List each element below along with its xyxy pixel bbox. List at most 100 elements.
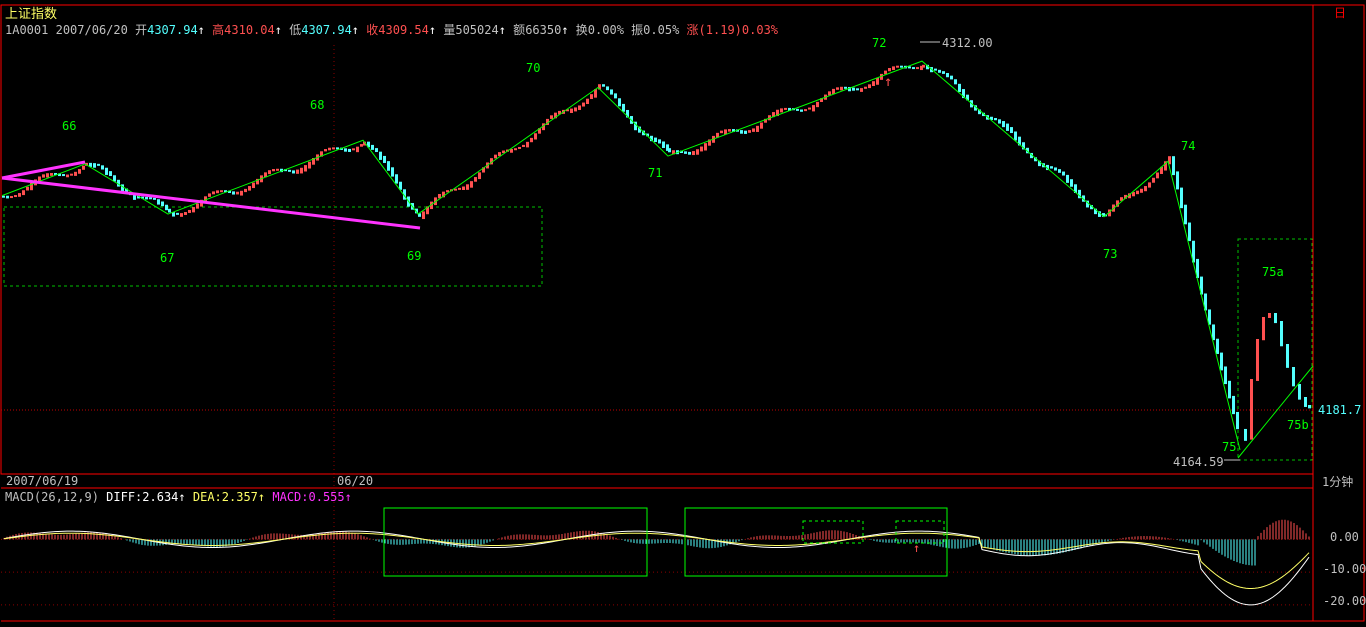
candle [1108, 209, 1111, 217]
index-name: 上证指数 [5, 7, 58, 22]
candle [668, 148, 671, 153]
diff-label: DIFF: [106, 490, 143, 504]
candle [622, 103, 625, 112]
candle [284, 169, 287, 172]
candle [324, 149, 327, 152]
candle [518, 146, 521, 149]
candle [696, 149, 699, 155]
wave-75a-box [1237, 238, 1313, 461]
candle [426, 206, 429, 215]
wave-label-71: 71 [648, 166, 662, 180]
macd-value: 0.555 [308, 490, 345, 504]
buy-arrow-icon: ↑ [884, 74, 892, 90]
macd-dea-line [3, 532, 1310, 589]
candle [700, 146, 703, 152]
candle [800, 109, 803, 112]
period-label[interactable]: 1分钟 [1322, 474, 1353, 489]
candle [1038, 160, 1041, 167]
candle [1216, 338, 1219, 354]
candle [371, 144, 374, 150]
candle [784, 107, 787, 110]
candle [1058, 169, 1061, 173]
candle [876, 77, 879, 85]
candle [1172, 156, 1175, 176]
candle [692, 151, 695, 156]
candle [1030, 152, 1033, 159]
candle [46, 173, 49, 178]
wave-label-73: 73 [1103, 247, 1117, 261]
candle [66, 174, 69, 178]
candle [922, 64, 925, 68]
candle [165, 204, 168, 211]
candle [232, 191, 235, 195]
candle [168, 208, 171, 213]
wave-label-75: 75 [1222, 440, 1236, 454]
candle [574, 107, 577, 112]
candle [498, 152, 501, 157]
candle [442, 191, 445, 198]
candle [808, 107, 811, 110]
macd-box-2 [684, 507, 948, 577]
candle [856, 88, 859, 91]
candle [1128, 193, 1131, 199]
volume-value: 505024 [455, 23, 499, 37]
candle [990, 116, 993, 120]
candle [228, 190, 231, 193]
candle [896, 65, 899, 68]
candle [1160, 166, 1163, 174]
wave-label-75a: 75a [1262, 265, 1284, 279]
candle [998, 119, 1001, 124]
candle [848, 86, 851, 92]
candle [950, 75, 953, 80]
candle [796, 108, 799, 111]
candle [804, 109, 807, 112]
close-label: 收 [366, 23, 379, 37]
candle [415, 208, 418, 214]
candle [272, 169, 275, 172]
code: 1A0001 [5, 23, 49, 37]
current-price-scale: 4181.7 [1318, 403, 1361, 417]
candle [312, 157, 315, 165]
candle [828, 91, 831, 96]
candle [994, 118, 997, 121]
candle [78, 169, 81, 174]
support-box [3, 206, 543, 287]
candle [820, 98, 823, 102]
open-label: 开 [135, 23, 148, 37]
candle [101, 165, 104, 170]
change-label: 涨 [686, 23, 699, 37]
candle [1256, 339, 1259, 381]
candle [816, 101, 819, 108]
candle [1098, 211, 1101, 217]
candle [113, 175, 116, 182]
candles-layer [2, 64, 1311, 441]
candle [1286, 344, 1289, 368]
candle [1164, 161, 1167, 171]
candle [788, 107, 791, 111]
wave-label-75b: 75b [1287, 418, 1309, 432]
candle [1224, 366, 1227, 385]
candle [594, 89, 597, 98]
macd-diff-line [3, 530, 1310, 606]
wave-label-72: 72 [872, 36, 886, 50]
candle [864, 86, 867, 89]
candle [446, 190, 449, 193]
candle [157, 199, 160, 205]
candle [1192, 240, 1195, 263]
candle [54, 172, 57, 175]
candle [982, 112, 985, 117]
right-scale-frame [1312, 4, 1365, 622]
corner-box-label[interactable]: 日 [1334, 6, 1346, 20]
close-value: 4309.54 [378, 23, 429, 37]
date-mid-label: 06/20 [337, 474, 373, 488]
candle [466, 184, 469, 190]
candle [764, 118, 767, 123]
candle [328, 147, 331, 151]
quote-line: 1A0001 2007/06/20 开4307.94↑ 高4310.04↑ 低4… [5, 23, 779, 37]
candle [1124, 194, 1127, 199]
macd-tick-2: -20.00 [1323, 594, 1366, 608]
diff-value: 2.634 [142, 490, 179, 504]
candle [1136, 190, 1139, 195]
candle [1236, 411, 1239, 430]
